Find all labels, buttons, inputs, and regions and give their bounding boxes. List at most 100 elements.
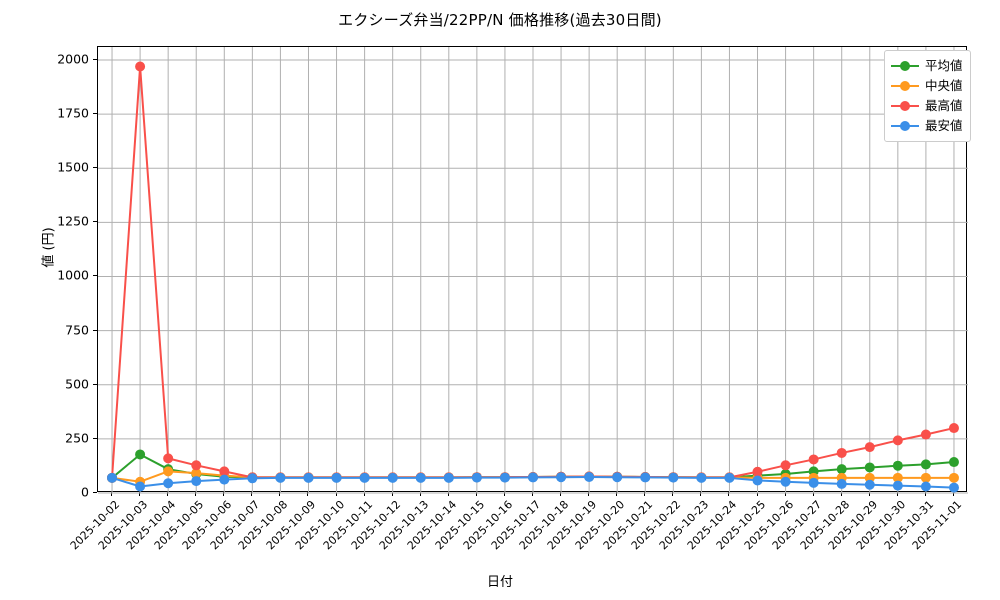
- series-marker: [948, 482, 959, 493]
- x-axis-tick-mark: [419, 492, 421, 496]
- series-marker: [219, 466, 230, 477]
- x-axis-tick-mark: [700, 492, 702, 496]
- series-marker: [640, 472, 651, 483]
- legend-label: 平均値: [925, 58, 963, 73]
- series-marker: [948, 457, 959, 468]
- series-marker: [499, 472, 510, 483]
- x-axis-tick-mark: [139, 492, 141, 496]
- y-axis-tick-label: 2000: [57, 51, 89, 67]
- x-axis-tick-mark: [195, 492, 197, 496]
- series-marker: [892, 480, 903, 491]
- x-axis-tick-mark: [616, 492, 618, 496]
- series-marker: [920, 472, 931, 483]
- x-axis-tick-mark: [924, 492, 926, 496]
- series-marker: [752, 466, 763, 477]
- x-axis-tick-mark: [223, 492, 225, 496]
- chart-legend: 平均値中央値最高値最安値: [884, 50, 971, 142]
- series-marker: [191, 460, 202, 471]
- series-marker: [612, 472, 623, 483]
- legend-label: 中央値: [925, 78, 963, 93]
- series-marker: [668, 472, 679, 483]
- series-marker: [191, 476, 202, 487]
- chart-lines-layer: [98, 47, 968, 494]
- series-marker: [696, 472, 707, 483]
- x-axis-tick-mark: [868, 492, 870, 496]
- x-axis-tick-mark: [475, 492, 477, 496]
- x-axis-tick-mark: [251, 492, 253, 496]
- x-axis-tick-mark: [279, 492, 281, 496]
- series-marker: [864, 479, 875, 490]
- series-marker: [471, 472, 482, 483]
- legend-marker-icon: [891, 79, 919, 93]
- series-marker: [135, 481, 146, 492]
- x-axis-tick-mark: [672, 492, 674, 496]
- series-marker: [892, 435, 903, 446]
- series-marker: [724, 472, 735, 483]
- x-axis-tick-mark: [840, 492, 842, 496]
- x-axis-tick-mark: [111, 492, 113, 496]
- y-axis-tick-mark: [93, 221, 97, 223]
- x-axis-tick-mark: [728, 492, 730, 496]
- legend-item[interactable]: 平均値: [891, 56, 963, 76]
- series-marker: [303, 472, 314, 483]
- x-axis-tick-mark: [503, 492, 505, 496]
- series-marker: [331, 472, 342, 483]
- legend-label: 最高値: [925, 98, 963, 113]
- series-marker: [808, 454, 819, 465]
- y-axis-tick-mark: [93, 275, 97, 277]
- series-marker: [864, 442, 875, 453]
- series-marker: [275, 472, 286, 483]
- plot-area: [97, 46, 968, 494]
- x-axis-tick-mark: [896, 492, 898, 496]
- series-marker: [836, 447, 847, 458]
- chart-title: エクシーズ弁当/22PP/N 価格推移(過去30日間): [338, 11, 662, 29]
- series-marker: [920, 429, 931, 440]
- series-marker: [387, 472, 398, 483]
- series-marker: [163, 453, 174, 464]
- x-axis-tick-mark: [756, 492, 758, 496]
- series-marker: [163, 466, 174, 477]
- x-axis-tick-mark: [952, 492, 954, 496]
- legend-item[interactable]: 最高値: [891, 96, 963, 116]
- y-axis-tick-label: 750: [65, 322, 89, 338]
- x-axis-tick-mark: [363, 492, 365, 496]
- x-axis-tick-mark: [391, 492, 393, 496]
- x-axis-tick-mark: [812, 492, 814, 496]
- series-marker: [948, 423, 959, 434]
- series-marker: [528, 472, 538, 483]
- series-marker: [892, 472, 903, 483]
- legend-label: 最安値: [925, 118, 963, 133]
- legend-marker-icon: [891, 99, 919, 113]
- series-marker: [836, 478, 847, 489]
- series-marker: [752, 475, 763, 486]
- series-marker: [780, 460, 791, 471]
- series-marker: [107, 472, 118, 483]
- series-marker: [359, 472, 370, 483]
- series-marker: [780, 476, 791, 487]
- legend-item[interactable]: 最安値: [891, 116, 963, 136]
- x-axis-tick-mark: [644, 492, 646, 496]
- y-axis-tick-mark: [93, 167, 97, 169]
- y-axis-tick-label: 1000: [57, 267, 89, 283]
- x-axis-tick-mark: [588, 492, 590, 496]
- series-marker: [864, 472, 875, 483]
- series-marker: [135, 61, 146, 72]
- series-marker: [892, 460, 903, 471]
- x-axis-label: 日付: [486, 575, 513, 590]
- series-marker: [808, 477, 819, 488]
- y-axis-tick-mark: [93, 329, 97, 331]
- series-marker: [584, 471, 595, 482]
- series-marker: [219, 474, 230, 485]
- series-marker: [163, 478, 174, 489]
- legend-item[interactable]: 中央値: [891, 76, 963, 96]
- x-axis-tick-mark: [784, 492, 786, 496]
- y-axis-tick-mark: [93, 58, 97, 60]
- y-axis-tick-label: 0: [81, 484, 89, 500]
- series-marker: [920, 459, 931, 470]
- y-axis-label: 値 (円): [41, 227, 57, 268]
- series-marker: [443, 472, 454, 483]
- y-axis-tick-label: 1250: [57, 213, 89, 229]
- legend-marker-icon: [891, 119, 919, 133]
- chart-series: [107, 471, 959, 493]
